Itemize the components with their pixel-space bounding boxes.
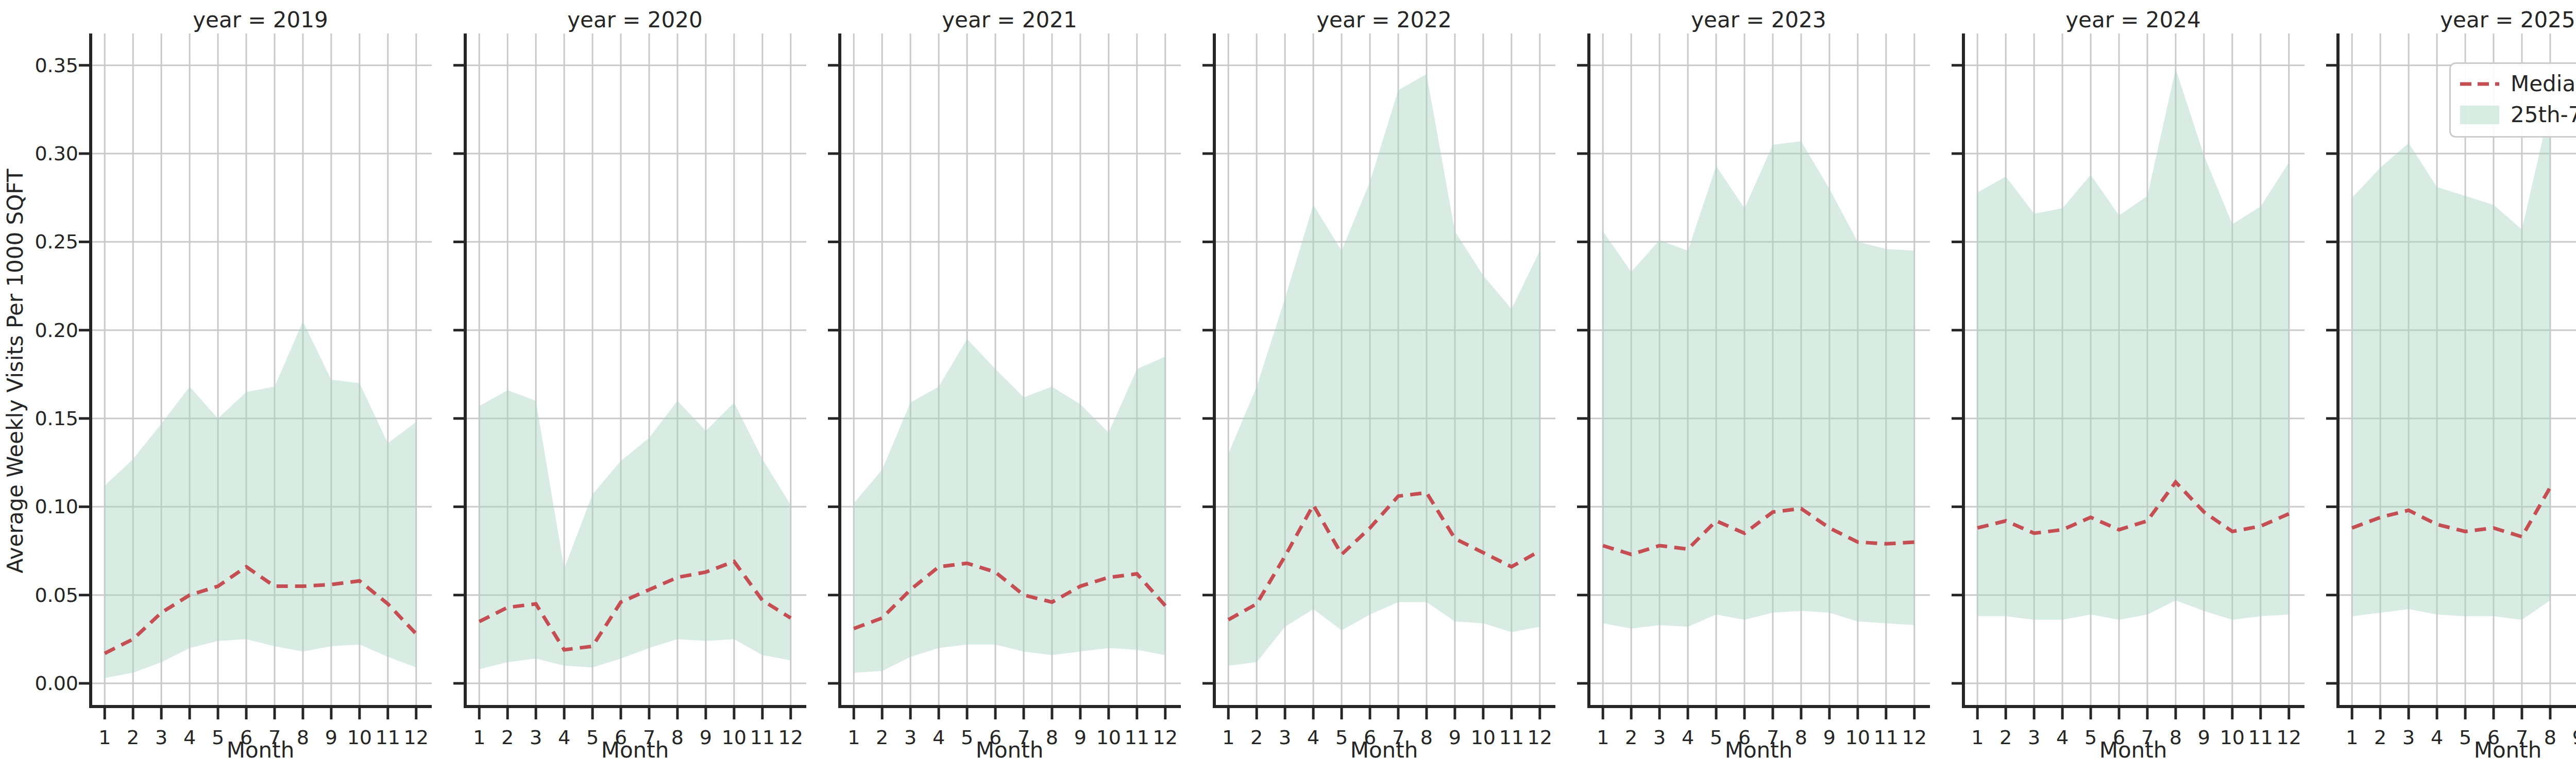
percentile-band xyxy=(1603,141,1914,629)
y-tick-label: 0.00 xyxy=(0,671,78,696)
x-axis-label: Month xyxy=(1587,738,1930,763)
x-axis-label: Month xyxy=(1962,738,2304,763)
facet-panel-2019: year = 2019123456789101112Month xyxy=(89,0,432,773)
band-swatch-icon xyxy=(2460,105,2499,125)
panel-title: year = 2025 xyxy=(2336,8,2576,32)
legend-band-label: 25th-75th Percentile xyxy=(2511,102,2576,128)
percentile-band xyxy=(479,390,791,669)
facet-grid-figure: Average Weekly Visits Per 1000 SQFT 0.00… xyxy=(0,0,2576,773)
legend-median-label: Median xyxy=(2511,71,2576,97)
facet-panel-2021: year = 2021123456789101112Month xyxy=(838,0,1181,773)
panel-title: year = 2021 xyxy=(838,8,1181,32)
median-line-sample-icon xyxy=(2460,74,2499,94)
y-tick-label: 0.05 xyxy=(0,583,78,608)
percentile-band xyxy=(1228,74,1540,666)
panel-plot-2019: 123456789101112 xyxy=(89,33,432,773)
x-axis-label: Month xyxy=(89,738,432,763)
panel-title: year = 2019 xyxy=(89,8,432,32)
x-axis-label: Month xyxy=(464,738,806,763)
y-tick-label: 0.30 xyxy=(0,141,78,166)
panel-plot-2022: 123456789101112 xyxy=(1213,33,1555,773)
facet-panel-2024: year = 2024123456789101112Month xyxy=(1962,0,2304,773)
facet-panel-2020: year = 2020123456789101112Month xyxy=(464,0,806,773)
legend: Median 25th-75th Percentile xyxy=(2449,62,2576,138)
y-axis-label: Average Weekly Visits Per 1000 SQFT xyxy=(0,0,31,747)
percentile-band xyxy=(105,322,416,678)
legend-item-median: Median xyxy=(2460,71,2576,97)
y-tick-label: 0.20 xyxy=(0,318,78,343)
y-tick-label: 0.35 xyxy=(0,53,78,78)
y-tick-label: 0.15 xyxy=(0,406,78,431)
legend-item-band: 25th-75th Percentile xyxy=(2460,102,2576,128)
x-axis-label: Month xyxy=(838,738,1181,763)
panel-title: year = 2024 xyxy=(1962,8,2304,32)
panel-plot-2024: 123456789101112 xyxy=(1962,33,2304,773)
facet-panel-2022: year = 2022123456789101112Month xyxy=(1213,0,1555,773)
panel-plot-2023: 123456789101112 xyxy=(1587,33,1930,773)
percentile-band xyxy=(1977,69,2289,620)
x-axis-label: Month xyxy=(2336,738,2576,763)
y-tick-label: 0.25 xyxy=(0,229,78,254)
panel-title: year = 2022 xyxy=(1213,8,1555,32)
panel-title: year = 2023 xyxy=(1587,8,1930,32)
percentile-band xyxy=(854,339,1165,673)
panel-plot-2021: 123456789101112 xyxy=(838,33,1181,773)
x-axis-label: Month xyxy=(1213,738,1555,763)
panel-title: year = 2020 xyxy=(464,8,806,32)
panel-plot-2020: 123456789101112 xyxy=(464,33,806,773)
y-tick-label: 0.10 xyxy=(0,494,78,519)
percentile-band xyxy=(2352,106,2550,619)
panel-plot-2025: 123456789101112 xyxy=(2336,33,2576,773)
facet-panel-2023: year = 2023123456789101112Month xyxy=(1587,0,1930,773)
